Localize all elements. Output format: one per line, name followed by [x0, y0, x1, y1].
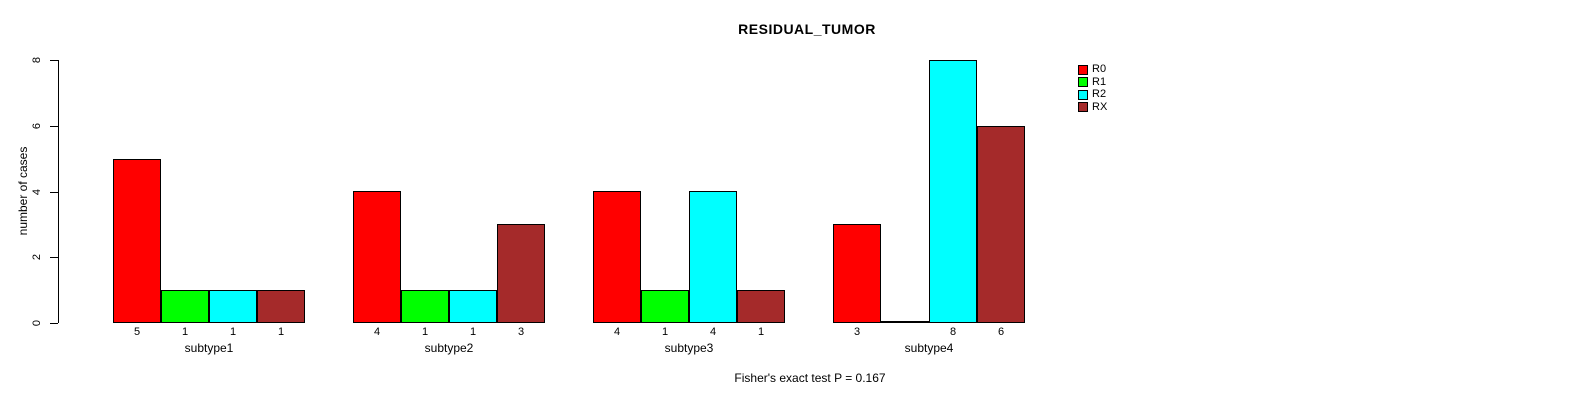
bar-value-label: 4: [373, 326, 381, 338]
legend-label-rx: RX: [1092, 100, 1108, 113]
category-label-subtype4: subtype4: [904, 341, 954, 355]
legend-item-r2: R2: [1078, 89, 1106, 100]
bar-value-label: 4: [613, 326, 621, 338]
bar-r0-subtype1: [113, 159, 161, 323]
bar-rx-subtype3: [737, 290, 785, 323]
y-axis-tick: [50, 60, 58, 61]
bar-r2-subtype3: [689, 191, 737, 323]
chart-title: RESIDUAL_TUMOR: [738, 21, 876, 37]
bar-value-label: 3: [853, 326, 861, 338]
bar-r1-subtype1: [161, 290, 209, 323]
y-axis-line: [58, 60, 59, 323]
legend-label-r2: R2: [1092, 88, 1107, 100]
y-axis-label: number of cases: [16, 146, 30, 236]
bar-value-label: 1: [661, 326, 669, 338]
bar-rx-subtype1: [257, 290, 305, 323]
legend-item-r0: R0: [1078, 64, 1106, 75]
bar-value-label: 1: [277, 326, 285, 338]
legend-swatch-r0: [1078, 64, 1088, 75]
y-axis-tick: [50, 323, 58, 324]
bar-value-label: 1: [469, 326, 477, 338]
bar-value-label: 1: [757, 326, 765, 338]
y-axis-tick-label: 8: [31, 56, 43, 64]
bar-value-label: 1: [181, 326, 189, 338]
bar-value-label: 1: [421, 326, 429, 338]
bar-r1-subtype4-zero: [881, 321, 929, 323]
category-label-subtype1: subtype1: [184, 341, 234, 355]
y-axis-tick-label: 4: [31, 188, 43, 196]
bar-value-label: 4: [709, 326, 717, 338]
bar-rx-subtype4: [977, 126, 1025, 323]
legend-swatch-r1: [1078, 77, 1088, 87]
bar-value-label: 3: [517, 326, 525, 338]
category-label-subtype2: subtype2: [424, 341, 474, 355]
bar-r1-subtype2: [401, 290, 449, 323]
y-axis-tick: [50, 126, 58, 127]
bar-r2-subtype2: [449, 290, 497, 323]
legend-item-r1: R1: [1078, 75, 1107, 88]
bar-r0-subtype4: [833, 224, 881, 323]
legend-item-rx: RX: [1078, 100, 1108, 113]
y-axis-tick: [50, 192, 58, 193]
footer-stat-text: Fisher's exact test P = 0.167: [734, 371, 886, 385]
bar-r0-subtype2: [353, 191, 401, 323]
category-label-subtype3: subtype3: [664, 341, 714, 355]
bar-value-label: 6: [997, 326, 1005, 338]
legend-label-r0: R0: [1092, 63, 1107, 75]
legend-swatch-rx: [1078, 102, 1088, 112]
legend-swatch-r2: [1078, 89, 1088, 100]
bar-r2-subtype1: [209, 290, 257, 323]
y-axis-tick: [50, 257, 58, 258]
y-axis-tick-label: 2: [31, 253, 43, 261]
bar-rx-subtype2: [497, 224, 545, 323]
bar-r1-subtype3: [641, 290, 689, 323]
y-axis-tick-label: 0: [31, 319, 43, 327]
bar-r0-subtype3: [593, 191, 641, 323]
y-axis-tick-label: 6: [31, 122, 43, 130]
bar-value-label: 1: [229, 326, 237, 338]
bar-value-label: 5: [133, 326, 141, 338]
bar-r2-subtype4: [929, 60, 977, 323]
legend-label-r1: R1: [1092, 75, 1107, 88]
bar-value-label: 8: [949, 326, 957, 338]
